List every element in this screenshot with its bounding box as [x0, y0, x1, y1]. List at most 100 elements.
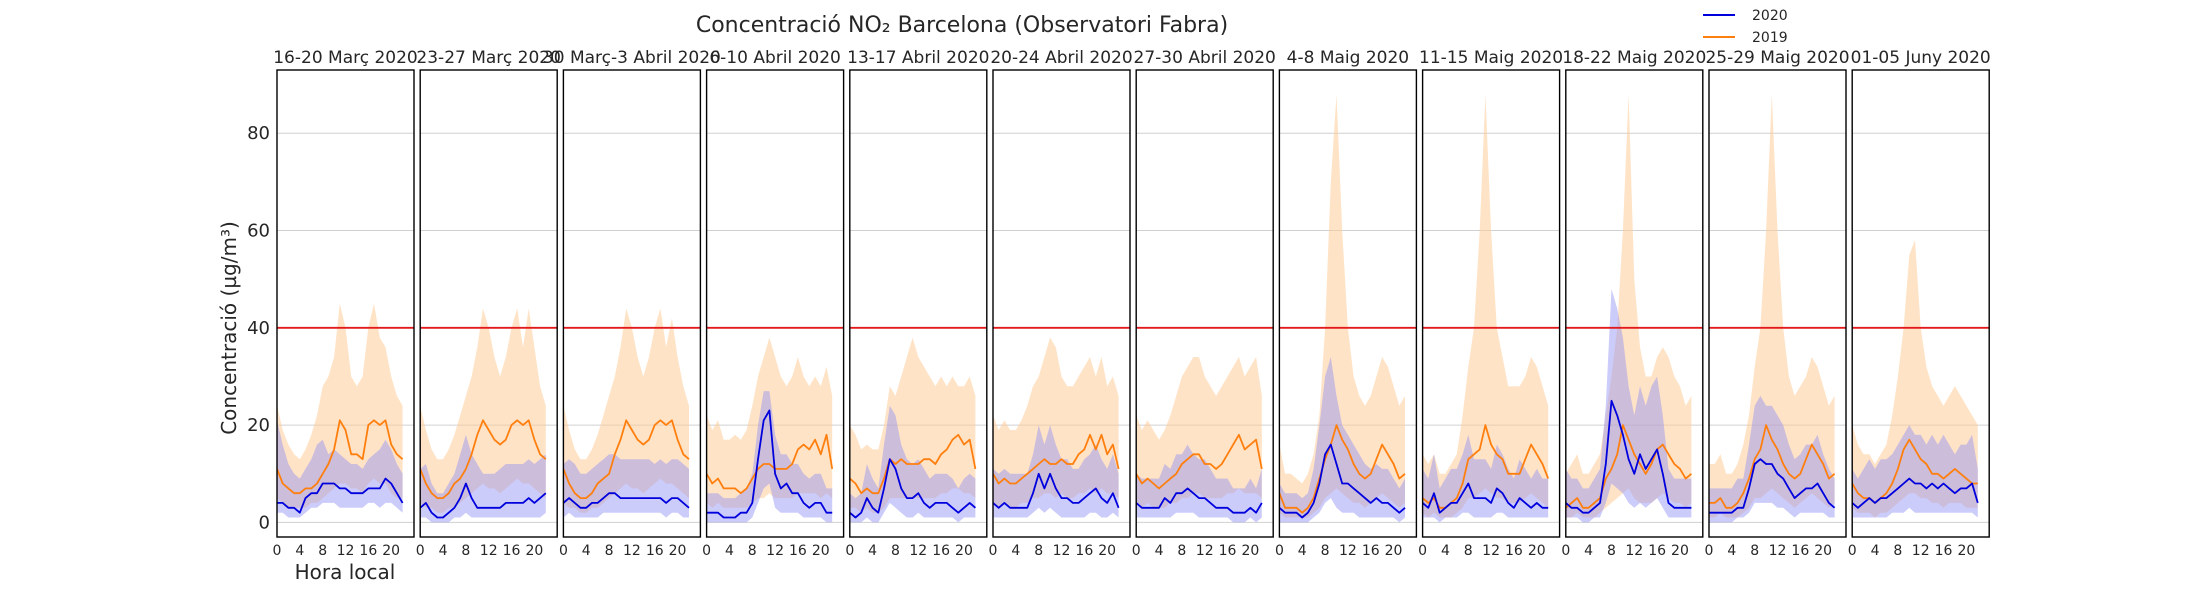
- series-2020-line: [1565, 399, 1692, 514]
- chart-title: Concentració NO₂ Barcelona (Observatori …: [696, 13, 1228, 38]
- x-tick-label: 0: [702, 543, 711, 559]
- panel-plot-area: [706, 326, 844, 523]
- legend-label-2020: 2020: [1752, 8, 1788, 24]
- x-tick-label: 16: [789, 543, 807, 559]
- x-tick-label: 4: [439, 543, 448, 559]
- panel-title: 27-30 Abril 2020: [1134, 48, 1276, 68]
- series-2019-line: [849, 433, 977, 495]
- panel-10: 18-22 Maig 2020 0 4 8 12 16 20: [1561, 48, 1706, 559]
- panel-title: 20-24 Abril 2020: [990, 48, 1132, 68]
- panel-frame: [1135, 69, 1274, 538]
- x-tick-label: 4: [1441, 543, 1450, 559]
- series-2020-line: [1709, 458, 1836, 514]
- x-tick-label: 4: [1727, 543, 1736, 559]
- x-tick-label: 8: [1034, 543, 1043, 559]
- x-tick-label: 12: [1196, 543, 1214, 559]
- panel-title: 01-05 Juny 2020: [1851, 48, 1991, 68]
- x-tick-label: 8: [1750, 543, 1759, 559]
- panel-6: 20-24 Abril 2020 0 4 8 12 16 20: [989, 48, 1133, 559]
- x-tick-label: 4: [1155, 543, 1164, 559]
- panel-12: 01-05 Juny 2020 0 4 8 12 16 20: [1848, 48, 1991, 559]
- band-2019: [1136, 357, 1262, 508]
- series-2020-line: [849, 458, 976, 519]
- x-tick-label: 4: [582, 543, 591, 559]
- x-tick-label: 20: [1957, 543, 1975, 559]
- series-2019-line: [1422, 424, 1550, 509]
- panel-4: 6-10 Abril 2020 0 4 8 12 16 20: [702, 48, 845, 559]
- series-2019-line: [1709, 424, 1836, 509]
- panel-7: 27-30 Abril 2020 0 4 8 12 16 20: [1132, 48, 1276, 559]
- x-tick-label: 12: [909, 543, 927, 559]
- panel-plot-area: [1709, 94, 1846, 523]
- panel-plot-area: [1279, 94, 1417, 523]
- y-tick-label: 80: [247, 123, 270, 144]
- series-2020-line: [1136, 487, 1263, 514]
- x-tick-label: 16: [359, 543, 377, 559]
- x-tick-label: 12: [1769, 543, 1787, 559]
- panel-title: 11-15 Maig 2020: [1419, 48, 1563, 68]
- panel-2: 23-27 Març 2020 0 4 8 12 16 20: [416, 48, 561, 559]
- y-axis-label: Concentració (µg/m³): [217, 221, 241, 435]
- panel-1: 16-20 Març 2020 0 4 8 12 16 20: [273, 48, 418, 559]
- x-tick-label: 12: [337, 543, 355, 559]
- band-2019: [1279, 94, 1405, 518]
- x-tick-label: 4: [1298, 543, 1307, 559]
- x-tick-label: 16: [1935, 543, 1953, 559]
- x-axis-label: Hora local: [295, 560, 396, 584]
- series-2020-line: [563, 492, 690, 509]
- x-tick-label: 12: [1339, 543, 1357, 559]
- panel-plot-area: [277, 303, 414, 518]
- series-2019-line: [277, 419, 404, 495]
- x-tick-label: 20: [812, 543, 830, 559]
- x-tick-label: 0: [1418, 543, 1427, 559]
- x-tick-label: 4: [725, 543, 734, 559]
- panel-frame: [1278, 69, 1418, 538]
- x-tick-label: 20: [382, 543, 400, 559]
- x-tick-label: 20: [1528, 543, 1546, 559]
- x-tick-label: 0: [1132, 543, 1141, 559]
- panel-5: 13-17 Abril 2020 0 4 8 12 16 20: [845, 48, 989, 559]
- x-tick-label: 8: [461, 543, 470, 559]
- x-tick-label: 20: [1098, 543, 1116, 559]
- x-tick-label: 8: [1893, 543, 1902, 559]
- series-2020-line: [1422, 482, 1549, 514]
- band-2019: [1565, 94, 1692, 518]
- panel-frame: [1708, 69, 1847, 538]
- x-tick-label: 12: [623, 543, 641, 559]
- x-tick-label: 4: [1011, 543, 1020, 559]
- x-tick-label: 0: [1705, 543, 1714, 559]
- x-tick-label: 4: [295, 543, 304, 559]
- y-tick-label: 20: [247, 415, 270, 436]
- x-tick-label: 16: [1791, 543, 1809, 559]
- x-tick-label: 16: [1362, 543, 1380, 559]
- x-tick-label: 20: [525, 543, 543, 559]
- panel-title: 4-8 Maig 2020: [1287, 48, 1409, 68]
- series-2019-line: [1136, 433, 1263, 490]
- x-tick-label: 12: [766, 543, 784, 559]
- panel-plot-area: [993, 326, 1130, 518]
- band-2019: [1709, 94, 1835, 518]
- series-2020-line: [1852, 477, 1979, 509]
- x-tick-label: 16: [1648, 543, 1666, 559]
- series-2020-line: [420, 482, 547, 519]
- band-2020: [277, 420, 403, 518]
- band-2019: [706, 337, 833, 508]
- panel-frame: [562, 69, 702, 538]
- x-tick-label: 12: [1625, 543, 1643, 559]
- panel-title: 18-22 Maig 2020: [1562, 48, 1706, 68]
- panel-plot-area: [849, 326, 987, 523]
- x-tick-label: 16: [503, 543, 521, 559]
- band-2019: [1422, 94, 1549, 518]
- x-tick-label: 8: [891, 543, 900, 559]
- series-2019-line: [1279, 424, 1406, 514]
- x-tick-label: 0: [1848, 543, 1857, 559]
- y-tick-label: 0: [259, 512, 270, 533]
- panel-frame: [1421, 69, 1561, 538]
- panel-11: 25-29 Maig 2020 0 4 8 12 16 20: [1705, 48, 1850, 559]
- panel-plot-area: [1136, 326, 1274, 523]
- x-tick-label: 12: [1482, 543, 1500, 559]
- x-tick-label: 16: [1505, 543, 1523, 559]
- band-2019: [993, 337, 1119, 508]
- panel-plot-area: [1565, 94, 1703, 523]
